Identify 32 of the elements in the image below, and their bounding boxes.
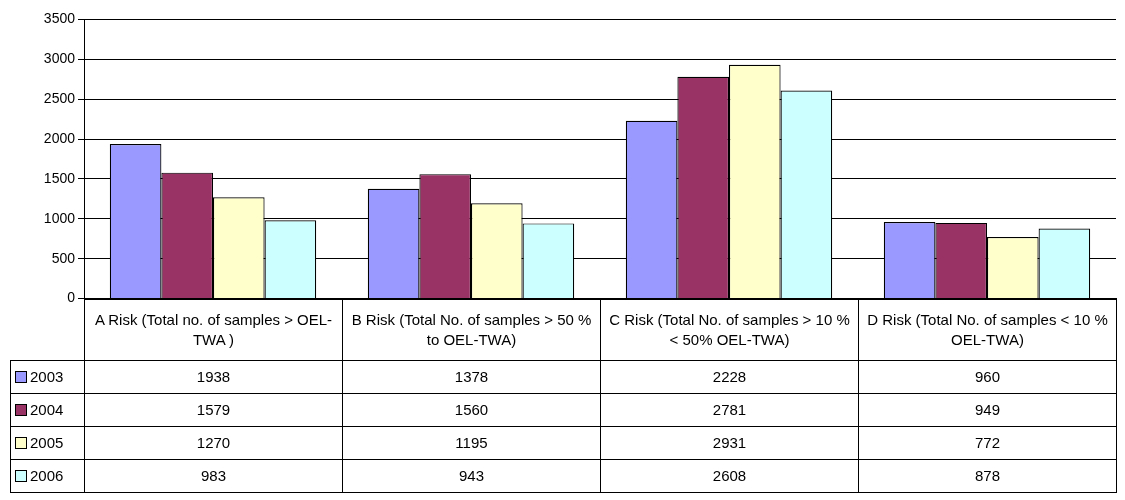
y-tick-label: 500 xyxy=(51,249,76,266)
data-label: 949 xyxy=(858,392,1117,427)
data-label: 772 xyxy=(858,425,1117,460)
data-label: 1560 xyxy=(342,392,601,427)
x-tick-label: C Risk (Total No. of samples > 10 % < 50% OEL-TWA) xyxy=(600,298,859,361)
data-label: 1378 xyxy=(342,359,601,394)
data-label: 1938 xyxy=(84,359,343,394)
data-label: 2228 xyxy=(600,359,859,394)
x-tick-label: D Risk (Total No. of samples < 10 % OEL-TWA) xyxy=(858,298,1117,361)
data-label: 983 xyxy=(84,458,343,493)
data-label: 1579 xyxy=(84,392,343,427)
y-tick-label: 2500 xyxy=(43,90,76,107)
data-label: 1195 xyxy=(342,425,601,460)
y-tick-label: 3500 xyxy=(43,10,76,27)
x-tick-label: A Risk (Total no. of samples > OEL-TWA ) xyxy=(84,298,343,361)
data-label: 2781 xyxy=(600,392,859,427)
y-tick-label: 2000 xyxy=(43,129,76,146)
data-label: 878 xyxy=(858,458,1117,493)
y-tick-label: 0 xyxy=(67,289,76,306)
legend-label: 2006 xyxy=(30,467,64,485)
legend-label: 2005 xyxy=(30,434,64,452)
y-tick-label: 3000 xyxy=(43,50,76,67)
y-tick-label: 1000 xyxy=(43,209,76,226)
y-tick-label: 1500 xyxy=(43,169,76,186)
data-label: 2931 xyxy=(600,425,859,460)
data-label: 1270 xyxy=(84,425,343,460)
data-label: 943 xyxy=(342,458,601,493)
data-label: 2608 xyxy=(600,458,859,493)
legend-label: 2003 xyxy=(30,368,64,386)
data-label: 960 xyxy=(858,359,1117,394)
legend-label: 2004 xyxy=(30,401,64,419)
x-tick-label: B Risk (Total No. of samples > 50 % to OEL-TWA) xyxy=(342,298,601,361)
